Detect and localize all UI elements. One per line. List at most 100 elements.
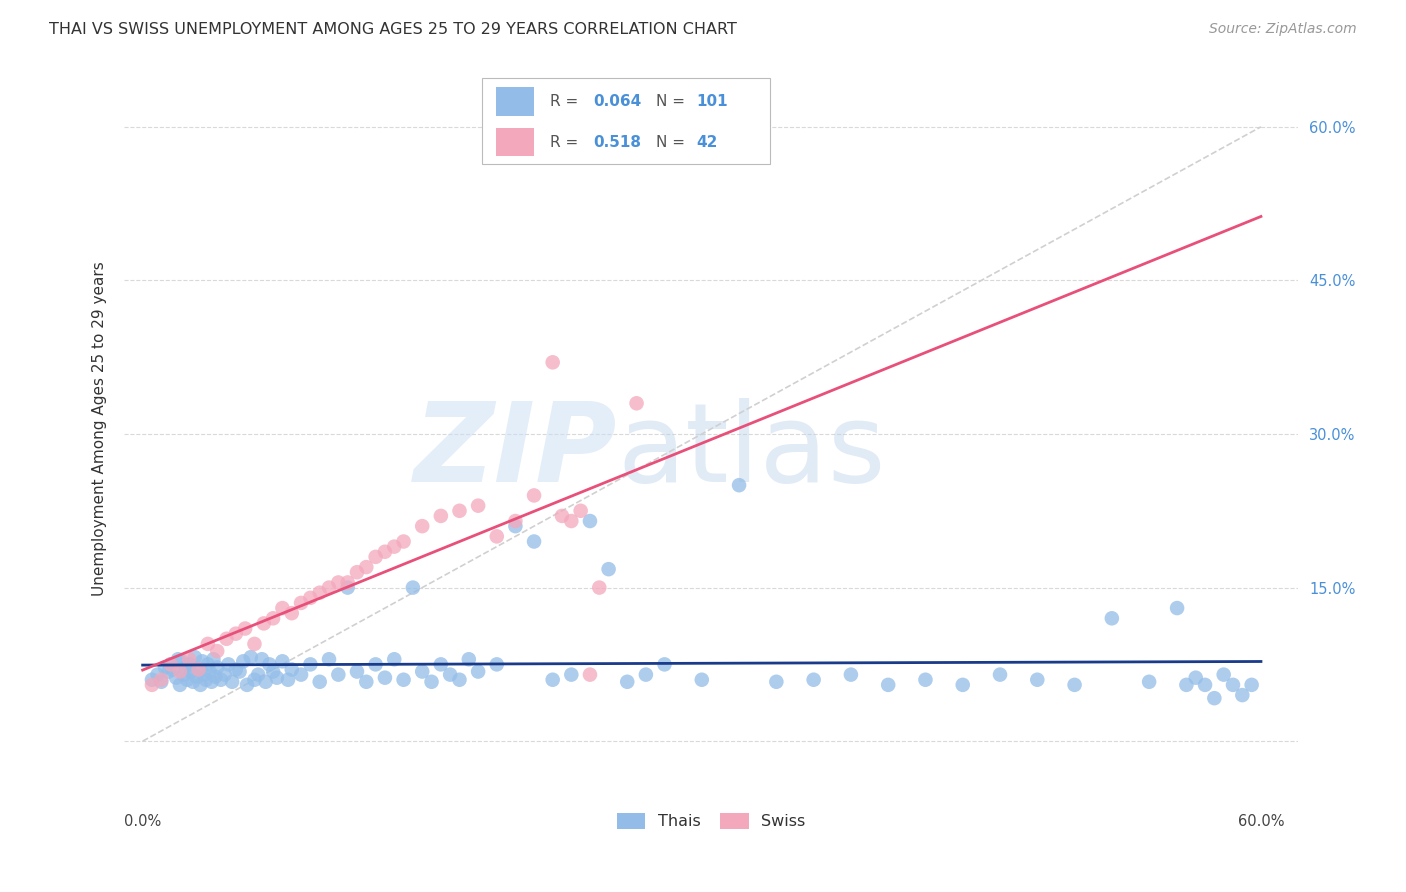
- Point: [588, 581, 610, 595]
- Point: [281, 606, 304, 620]
- Point: [1184, 671, 1206, 685]
- Point: [184, 650, 207, 665]
- Point: [157, 665, 180, 679]
- Point: [485, 657, 508, 672]
- Point: [197, 657, 219, 672]
- Point: [150, 673, 173, 687]
- Point: [262, 611, 284, 625]
- Point: [392, 673, 415, 687]
- Point: [153, 660, 176, 674]
- Point: [374, 545, 396, 559]
- Point: [202, 652, 225, 666]
- Point: [141, 678, 163, 692]
- Point: [541, 355, 564, 369]
- Point: [200, 674, 222, 689]
- Point: [181, 674, 204, 689]
- Point: [551, 508, 574, 523]
- Point: [170, 654, 193, 668]
- Point: [173, 667, 195, 681]
- Point: [382, 540, 405, 554]
- Point: [204, 670, 226, 684]
- Point: [169, 678, 191, 692]
- Point: [308, 585, 330, 599]
- Point: [356, 560, 378, 574]
- Point: [1204, 691, 1226, 706]
- Point: [988, 667, 1011, 681]
- Point: [215, 632, 238, 646]
- Text: ZIP: ZIP: [413, 398, 617, 505]
- Text: R =: R =: [550, 135, 583, 150]
- Point: [1194, 678, 1216, 692]
- Text: 101: 101: [696, 95, 727, 109]
- Point: [569, 504, 592, 518]
- Point: [159, 657, 181, 672]
- Point: [336, 575, 359, 590]
- Point: [420, 674, 443, 689]
- Point: [259, 657, 281, 672]
- Point: [1166, 601, 1188, 615]
- Point: [449, 504, 471, 518]
- Point: [374, 671, 396, 685]
- Point: [225, 626, 247, 640]
- Point: [382, 652, 405, 666]
- Point: [176, 673, 198, 687]
- Point: [1026, 673, 1049, 687]
- Text: atlas: atlas: [617, 398, 886, 505]
- Point: [346, 566, 368, 580]
- Point: [299, 657, 322, 672]
- Point: [179, 652, 201, 666]
- Point: [318, 652, 340, 666]
- Point: [1101, 611, 1123, 625]
- Point: [186, 670, 208, 684]
- Point: [541, 673, 564, 687]
- Point: [430, 508, 453, 523]
- Point: [505, 519, 527, 533]
- Point: [277, 673, 299, 687]
- Point: [560, 514, 582, 528]
- Point: [328, 667, 350, 681]
- Point: [236, 678, 259, 692]
- Point: [180, 665, 202, 679]
- Point: [523, 488, 546, 502]
- Point: [318, 581, 340, 595]
- Point: [1232, 688, 1254, 702]
- Point: [392, 534, 415, 549]
- Point: [336, 581, 359, 595]
- Point: [449, 673, 471, 687]
- Point: [877, 678, 900, 692]
- Point: [560, 667, 582, 681]
- Point: [505, 514, 527, 528]
- Point: [141, 673, 163, 687]
- Point: [952, 678, 974, 692]
- Point: [191, 654, 214, 668]
- Point: [1063, 678, 1085, 692]
- Point: [250, 652, 273, 666]
- Point: [290, 667, 312, 681]
- Point: [162, 663, 184, 677]
- Point: [159, 657, 181, 672]
- Point: [254, 674, 277, 689]
- Point: [290, 596, 312, 610]
- Point: [467, 665, 489, 679]
- Point: [654, 657, 676, 672]
- Point: [225, 663, 247, 677]
- Point: [205, 660, 228, 674]
- Point: [1175, 678, 1198, 692]
- Point: [167, 652, 190, 666]
- Point: [364, 657, 387, 672]
- Point: [198, 665, 221, 679]
- Point: [217, 657, 239, 672]
- Point: [253, 616, 276, 631]
- Point: [356, 674, 378, 689]
- Text: Source: ZipAtlas.com: Source: ZipAtlas.com: [1209, 22, 1357, 37]
- Point: [179, 657, 201, 672]
- Point: [243, 637, 266, 651]
- Point: [411, 665, 433, 679]
- Point: [195, 673, 218, 687]
- Point: [243, 673, 266, 687]
- Point: [187, 663, 209, 677]
- Point: [266, 671, 288, 685]
- Point: [914, 673, 936, 687]
- Point: [205, 644, 228, 658]
- Point: [364, 549, 387, 564]
